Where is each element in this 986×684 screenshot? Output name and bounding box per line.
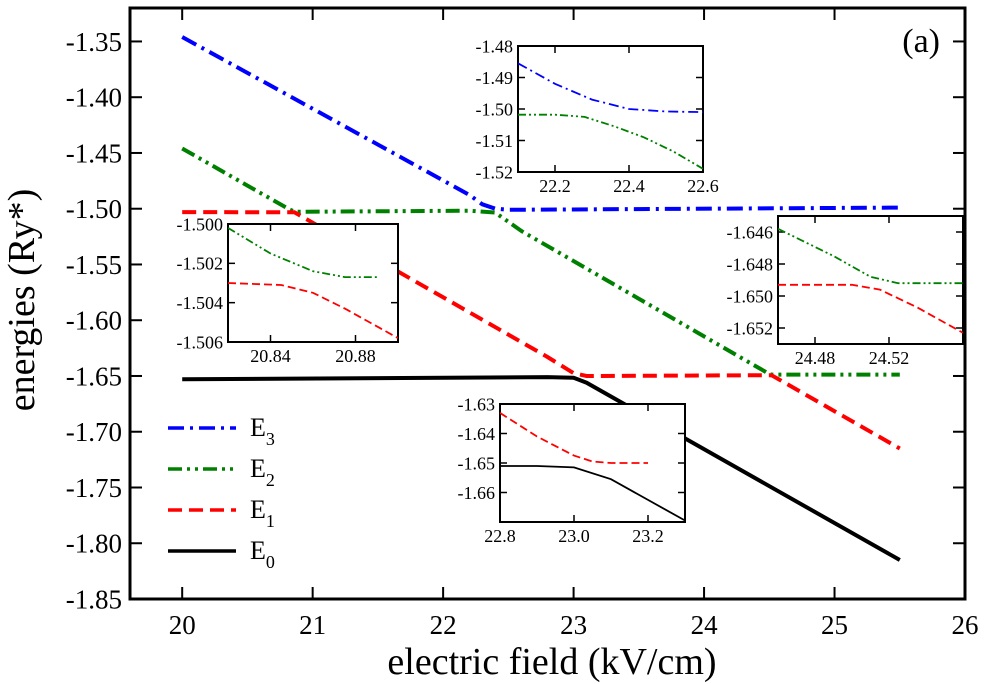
inset-series-e1 [500,412,648,464]
inset-e3-e2: 22.2 22.4 22.6 -1.48 -1.49 -1.50 -1.51 -1.52 [476,36,719,196]
inset-x-tick-label: 23.0 [558,526,590,546]
y-tick-label: -1.70 [66,417,122,447]
x-tick-label: 23 [560,610,587,640]
legend-label-e3: E3 [250,413,275,449]
inset-y-tick-label: -1.648 [727,254,774,274]
inset-y-tick-label: -1.506 [177,332,224,352]
inset-y-tick-label: -1.66 [458,483,496,503]
inset-x-tick-label: 24.52 [869,348,910,368]
inset-e2-e1: 20.84 20.88 -1.500 -1.502 -1.504 -1.506 [177,214,399,366]
series-e3 [181,35,900,212]
inset-series-e1 [228,282,398,339]
inset-x-tick-label: 20.88 [335,346,376,366]
y-tick-label: -1.85 [66,584,122,614]
y-tick-label: -1.40 [66,83,122,113]
inset-y-tick-label: -1.52 [476,162,514,182]
y-tick-label: -1.55 [66,250,122,280]
inset-e1-e0: 22.8 23.0 23.2 -1.63 -1.64 -1.65 -1.66 [458,394,686,546]
inset-frame [777,215,964,345]
legend-label-e2: E2 [250,454,275,490]
y-tick-label: -1.65 [66,361,122,391]
inset-y-tick-label: -1.652 [727,318,774,338]
inset-series-e2 [778,227,963,285]
inset-series-e3 [518,62,703,113]
x-tick-label: 26 [952,610,979,640]
y-axis-title: energies (Ry*) [1,189,43,412]
inset-x-tick-label: 23.2 [632,526,664,546]
series-e0 [182,375,901,562]
y-tick-label: -1.80 [66,529,122,559]
y-tick-label: -1.50 [66,194,122,224]
inset-y-tick-label: -1.48 [476,36,514,56]
inset-series-e2 [228,227,377,279]
insets: 22.2 22.4 22.6 -1.48 -1.49 -1.50 -1.51 -1.52 20.… [177,36,964,546]
inset-y-tick-label: -1.502 [177,254,224,274]
inset-y-tick-label: -1.51 [476,131,514,151]
inset-y-tick-label: -1.650 [727,286,774,306]
inset-y-tick-label: -1.63 [458,394,496,414]
x-tick-label: 22 [430,610,457,640]
y-tick-label: -1.60 [66,306,122,336]
inset-x-tick-label: 22.8 [484,526,516,546]
inset-y-tick-label: -1.65 [458,453,496,473]
series-e1 [182,210,901,451]
inset-x-tick-label: 22.4 [613,176,645,196]
legend-label-e0: E0 [250,536,275,572]
inset-y-tick-label: -1.49 [476,68,514,88]
inset-x-tick-label: 22.6 [687,176,719,196]
inset-y-tick-label: -1.50 [476,99,514,119]
inset-frame [227,223,399,343]
inset-y-tick-label: -1.646 [727,222,774,242]
inset-x-tick-label: 24.48 [795,348,836,368]
x-tick-label: 24 [691,610,719,640]
panel-label: (a) [902,23,940,60]
inset-x-tick-label: 22.2 [539,176,571,196]
inset-e2-e1-b: 24.48 24.52 -1.646 -1.648 -1.650 -1.652 [727,215,964,368]
inset-y-tick-label: -1.500 [177,214,224,234]
y-tick-label: -1.35 [66,27,122,57]
inset-x-tick-label: 20.84 [250,346,291,366]
inset-y-tick-label: -1.504 [177,293,224,313]
inset-series-e1 [778,283,963,334]
x-axis-title: electric field (kV/cm) [387,641,716,683]
legend-label-e1: E1 [250,495,275,531]
y-tick-label: -1.45 [66,138,122,168]
x-tick-label: 25 [821,610,848,640]
inset-y-tick-label: -1.64 [458,424,496,444]
x-tick-label: 21 [299,610,326,640]
inset-series-e0 [500,465,685,522]
legend: E3 E2 E1 E0 [168,413,275,572]
x-tick-label: 20 [169,610,196,640]
y-tick-label: -1.75 [66,473,122,503]
inset-series-e2 [518,113,703,170]
